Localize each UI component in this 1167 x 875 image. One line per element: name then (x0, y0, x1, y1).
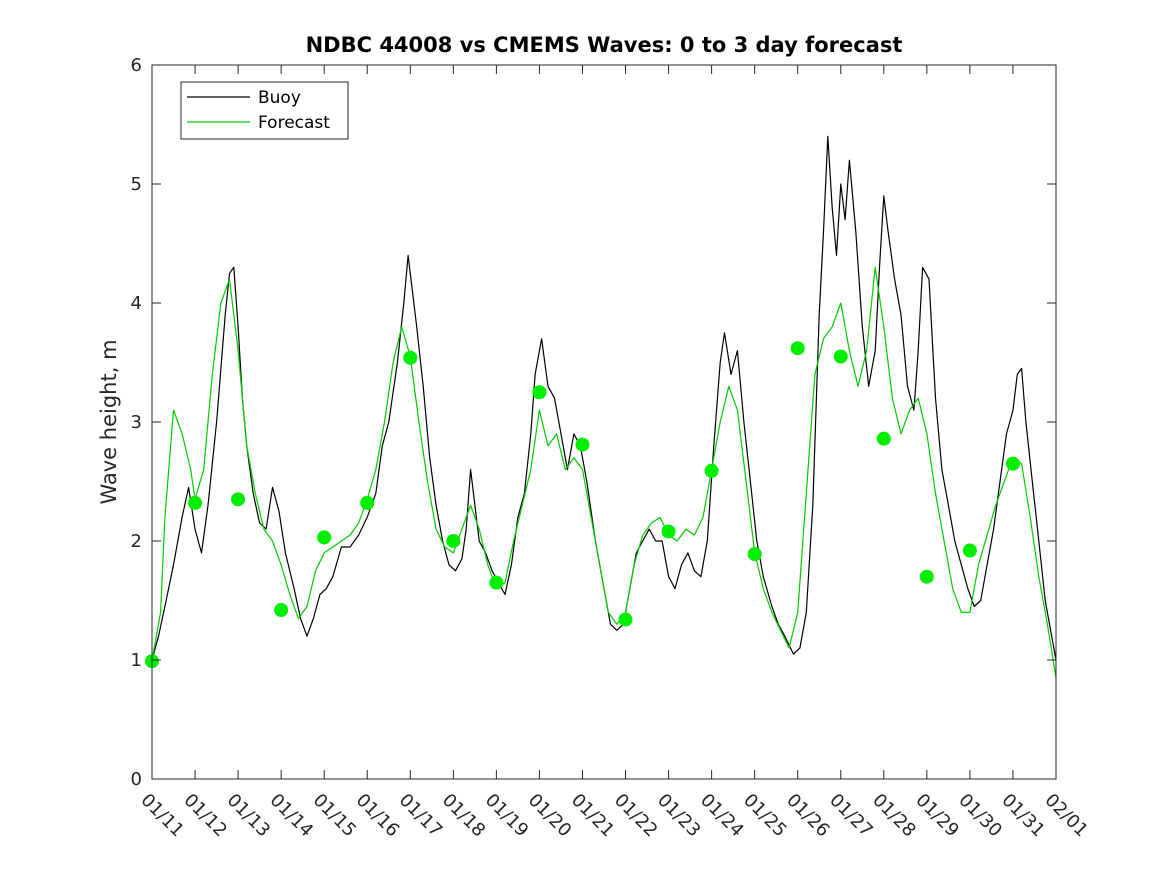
forecast-start-point (919, 569, 934, 584)
legend-box (180, 81, 349, 140)
y-tick-label: 6 (131, 55, 142, 76)
forecast-start-point (317, 530, 332, 545)
forecast-start-point (704, 463, 719, 478)
forecast-start-point (876, 431, 891, 446)
legend-buoy-label: Buoy (258, 88, 301, 108)
forecast-start-point (962, 543, 977, 558)
y-tick-label: 4 (131, 293, 142, 314)
forecast-start-point (274, 603, 289, 618)
y-tick-label: 3 (131, 412, 142, 433)
y-tick-label: 5 (131, 174, 142, 195)
forecast-start-point (532, 385, 547, 400)
y-tick-label: 2 (131, 531, 142, 552)
forecast-start-point (790, 341, 805, 356)
series-layer (151, 135, 1057, 678)
y-tick-label: 1 (131, 650, 142, 671)
forecast-start-point (661, 524, 676, 539)
forecast-start-point (1005, 456, 1020, 471)
forecast-start-point (575, 437, 590, 452)
forecast-start-point (188, 495, 203, 510)
y-axis-label: Wave height, m (97, 339, 121, 504)
chart-title: NDBC 44008 vs CMEMS Waves: 0 to 3 day fo… (306, 33, 903, 57)
forecast-start-point (618, 612, 633, 627)
forecast-start-point (489, 575, 504, 590)
y-tick-label: 0 (131, 769, 142, 790)
y-axis: 0 1 2 3 4 5 6 (131, 55, 1056, 790)
series-line-forecast (151, 266, 1057, 678)
forecast-start-point (833, 349, 848, 364)
plot-area (152, 65, 1056, 779)
forecast-start-point (446, 534, 461, 548)
forecast-start-point (360, 495, 375, 510)
forecast-start-point (403, 350, 418, 365)
legend-forecast-label: Forecast (258, 113, 330, 133)
forecast-start-point (747, 547, 762, 562)
legend: Buoy Forecast (180, 81, 349, 140)
forecast-start-point (231, 492, 246, 507)
